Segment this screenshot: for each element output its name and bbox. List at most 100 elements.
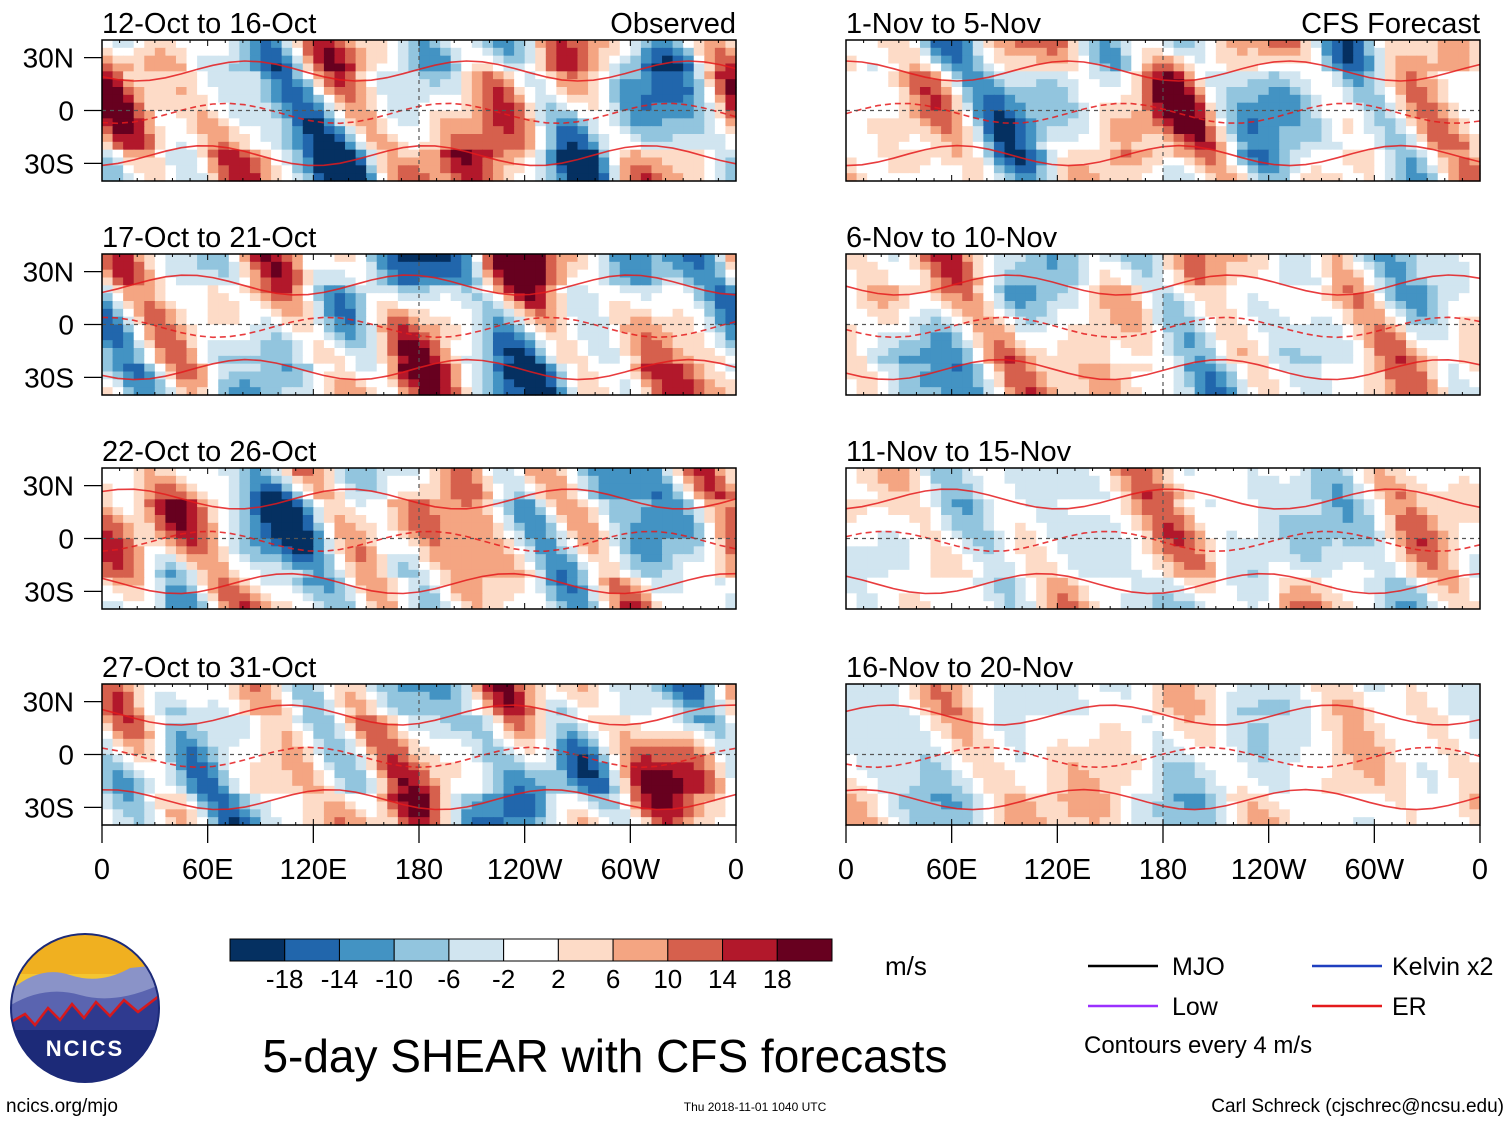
shear-cell xyxy=(271,593,283,602)
shear-cell xyxy=(524,699,536,709)
shear-cell xyxy=(429,277,441,286)
shear-cell xyxy=(450,141,462,151)
shear-cell xyxy=(1321,47,1333,57)
shear-cell xyxy=(1279,40,1291,49)
shear-cell xyxy=(112,522,124,532)
shear-cell xyxy=(662,118,674,127)
shear-cell xyxy=(197,363,209,373)
shear-cell xyxy=(566,785,579,795)
shear-cell xyxy=(566,79,579,88)
shear-cell xyxy=(249,277,262,286)
shear-cell xyxy=(566,554,579,563)
shear-cell xyxy=(492,483,505,493)
shear-cell xyxy=(566,293,579,302)
shear-cell xyxy=(197,785,209,795)
shear-cell xyxy=(345,593,357,602)
shear-cell xyxy=(197,371,209,380)
shear-cell xyxy=(566,715,579,724)
shear-cell xyxy=(123,483,135,493)
shear-cell xyxy=(355,809,367,818)
shear-cell xyxy=(619,684,631,693)
shear-cell xyxy=(419,723,431,732)
shear-cell xyxy=(260,699,272,709)
shear-cell xyxy=(228,63,240,72)
shear-cell xyxy=(175,102,188,112)
shear-cell xyxy=(609,293,621,302)
shear-cell xyxy=(387,379,399,388)
shear-cell xyxy=(334,254,346,263)
shear-cell xyxy=(556,684,568,693)
shear-cell xyxy=(271,47,283,57)
shear-cell xyxy=(471,746,483,756)
shear-cell xyxy=(292,562,304,571)
shear-cell xyxy=(334,102,346,112)
shear-cell xyxy=(545,809,557,818)
shear-cell xyxy=(408,316,420,326)
shear-cell xyxy=(566,507,579,516)
shear-cell xyxy=(471,785,483,795)
shear-cell xyxy=(323,71,336,80)
shear-cell xyxy=(334,601,346,610)
shear-cell xyxy=(313,94,325,104)
shear-cell xyxy=(366,316,378,326)
shear-cell xyxy=(207,785,219,795)
shear-cell xyxy=(271,538,283,547)
shear-cell xyxy=(524,141,536,151)
shear-cell xyxy=(545,63,557,72)
shear-cell xyxy=(197,40,209,49)
shear-cell xyxy=(345,754,357,763)
shear-cell xyxy=(450,778,462,787)
shear-cell xyxy=(714,483,727,493)
shear-cell xyxy=(144,483,156,493)
shear-cell xyxy=(962,71,974,80)
shear-cell xyxy=(503,715,515,724)
shear-cell xyxy=(345,149,357,159)
shear-cell xyxy=(429,363,441,373)
shear-cell xyxy=(503,293,515,302)
shear-cell xyxy=(867,40,879,49)
shear-cell xyxy=(693,585,705,594)
shear-cell xyxy=(102,530,114,540)
shear-cell xyxy=(450,63,462,72)
shear-cell xyxy=(725,475,737,485)
shear-cell xyxy=(408,173,420,182)
shear-cell xyxy=(323,530,336,540)
shear-cell xyxy=(313,293,325,302)
shear-cell xyxy=(492,577,505,587)
shear-cell xyxy=(588,63,600,72)
shear-cell xyxy=(408,355,420,365)
shear-cell xyxy=(471,379,483,388)
shear-cell xyxy=(429,110,441,119)
shear-cell xyxy=(218,707,230,716)
shear-cell xyxy=(144,762,156,771)
shear-cell xyxy=(281,269,293,279)
shear-cell xyxy=(197,746,209,756)
shear-cell xyxy=(186,585,198,594)
shear-cell xyxy=(186,308,198,318)
shear-cell xyxy=(503,530,515,540)
shear-cell xyxy=(218,585,230,594)
shear-cell xyxy=(133,332,145,341)
shear-cell xyxy=(387,40,399,49)
shear-cell xyxy=(218,522,230,532)
shear-cell xyxy=(165,126,177,135)
shear-cell xyxy=(577,387,589,396)
shear-cell xyxy=(1046,40,1058,49)
shear-cell xyxy=(271,363,283,373)
shear-cell xyxy=(345,585,357,594)
shear-cell xyxy=(334,491,346,500)
shear-cell xyxy=(102,94,114,104)
shear-cell xyxy=(683,530,695,540)
shear-cell xyxy=(598,809,610,818)
shear-cell xyxy=(556,332,568,341)
shear-cell xyxy=(271,340,283,349)
shear-cell xyxy=(450,165,462,174)
shear-cell xyxy=(345,801,357,810)
shear-cell xyxy=(112,475,124,485)
shear-cell xyxy=(376,261,388,271)
shear-cell xyxy=(556,691,568,701)
shear-cell xyxy=(619,371,631,380)
shear-cell xyxy=(249,569,262,579)
shear-cell xyxy=(165,809,177,818)
